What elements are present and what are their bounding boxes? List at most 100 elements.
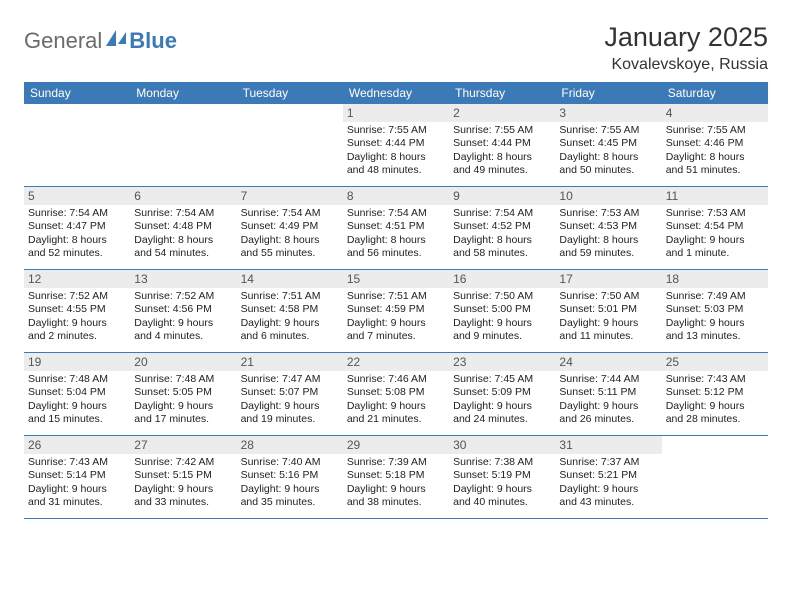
daylight-text: Daylight: 8 hours and 59 minutes. [559,234,657,261]
sunrise-text: Sunrise: 7:43 AM [666,373,764,386]
sunset-text: Sunset: 4:48 PM [134,220,232,233]
weekday-header: Monday [130,82,236,104]
sunrise-text: Sunrise: 7:38 AM [453,456,551,469]
day-number: 26 [24,436,130,454]
location-subtitle: Kovalevskoye, Russia [604,56,768,74]
sunrise-text: Sunrise: 7:47 AM [241,373,339,386]
daylight-text: Daylight: 8 hours and 49 minutes. [453,151,551,178]
daylight-text: Daylight: 8 hours and 48 minutes. [347,151,445,178]
sunrise-text: Sunrise: 7:55 AM [666,124,764,137]
day-number: 30 [449,436,555,454]
weekday-header: Thursday [449,82,555,104]
daylight-text: Daylight: 8 hours and 54 minutes. [134,234,232,261]
calendar-day-cell: 13 Sunrise: 7:52 AMSunset: 4:56 PMDayligh… [130,270,236,352]
calendar-day-cell: 11Sunrise: 7:53 AMSunset: 4:54 PMDayligh… [662,187,768,269]
sunset-text: Sunset: 5:03 PM [666,303,764,316]
day-number: 19 [24,353,130,371]
daylight-text: Daylight: 9 hours and 28 minutes. [666,400,764,427]
day-number: 8 [343,187,449,205]
day-number: 11 [662,187,768,205]
day-number: 15 [343,270,449,288]
daylight-text: Daylight: 9 hours and 2 minutes. [28,317,126,344]
sunset-text: Sunset: 5:21 PM [559,469,657,482]
calendar-day-cell: 7Sunrise: 7:54 AMSunset: 4:49 PMDaylight… [237,187,343,269]
calendar-day-cell: 5Sunrise: 7:54 AMSunset: 4:47 PMDaylight… [24,187,130,269]
weekday-header: Wednesday [343,82,449,104]
sunrise-text: Sunrise: 7:52 AM [134,290,232,303]
daylight-text: Daylight: 9 hours and 1 minute. [666,234,764,261]
sunrise-text: Sunrise: 7:49 AM [666,290,764,303]
sunset-text: Sunset: 4:46 PM [666,137,764,150]
daylight-text: Daylight: 9 hours and 21 minutes. [347,400,445,427]
day-number: 2 [449,104,555,122]
calendar-day-cell: 8Sunrise: 7:54 AMSunset: 4:51 PMDaylight… [343,187,449,269]
sunset-text: Sunset: 4:45 PM [559,137,657,150]
sunrise-text: Sunrise: 7:54 AM [453,207,551,220]
calendar-day-cell: 28Sunrise: 7:40 AMSunset: 5:16 PMDayligh… [237,436,343,518]
day-number: 10 [555,187,661,205]
logo-text-general: General [24,28,102,54]
sunset-text: Sunset: 5:14 PM [28,469,126,482]
month-title: January 2025 [604,22,768,53]
day-number: 22 [343,353,449,371]
daylight-text: Daylight: 9 hours and 24 minutes. [453,400,551,427]
calendar-day-cell: 3Sunrise: 7:55 AMSunset: 4:45 PMDaylight… [555,104,661,186]
day-number: 4 [662,104,768,122]
logo-text-blue: Blue [129,28,177,54]
weekday-header-row: Sunday Monday Tuesday Wednesday Thursday… [24,82,768,104]
calendar-day-cell: 29Sunrise: 7:39 AMSunset: 5:18 PMDayligh… [343,436,449,518]
sunrise-text: Sunrise: 7:46 AM [347,373,445,386]
sunrise-text: Sunrise: 7:52 AM [28,290,126,303]
day-number: 16 [449,270,555,288]
day-number: 25 [662,353,768,371]
daylight-text: Daylight: 9 hours and 38 minutes. [347,483,445,510]
calendar-day-cell: 4 Sunrise: 7:55 AMSunset: 4:46 PMDaylight… [662,104,768,186]
calendar-week-row: 26 Sunrise: 7:43 AMSunset: 5:14 PM Dayligh… [24,436,768,519]
day-number: 17 [555,270,661,288]
sunrise-text: Sunrise: 7:48 AM [134,373,232,386]
sunset-text: Sunset: 5:19 PM [453,469,551,482]
sunset-text: Sunset: 4:56 PM [134,303,232,316]
sunset-text: Sunset: 4:54 PM [666,220,764,233]
calendar-day-cell [662,436,768,518]
day-number: 9 [449,187,555,205]
sunrise-text: Sunrise: 7:55 AM [453,124,551,137]
day-number: 3 [555,104,661,122]
sunrise-text: Sunrise: 7:43 AM [28,456,126,469]
calendar-day-cell: 30Sunrise: 7:38 AMSunset: 5:19 PMDayligh… [449,436,555,518]
sunrise-text: Sunrise: 7:40 AM [241,456,339,469]
day-number: 12 [24,270,130,288]
sunrise-text: Sunrise: 7:51 AM [241,290,339,303]
daylight-text: Daylight: 9 hours and 26 minutes. [559,400,657,427]
sunset-text: Sunset: 4:44 PM [453,137,551,150]
title-block: January 2025 Kovalevskoye, Russia [604,22,768,74]
calendar-day-cell: 22Sunrise: 7:46 AMSunset: 5:08 PMDayligh… [343,353,449,435]
day-number: 6 [130,187,236,205]
calendar-day-cell: 14Sunrise: 7:51 AMSunset: 4:58 PMDayligh… [237,270,343,352]
daylight-text: Daylight: 9 hours and 35 minutes. [241,483,339,510]
sunrise-text: Sunrise: 7:50 AM [559,290,657,303]
sunset-text: Sunset: 5:07 PM [241,386,339,399]
calendar-day-cell [130,104,236,186]
daylight-text: Daylight: 8 hours and 51 minutes. [666,151,764,178]
sunrise-text: Sunrise: 7:44 AM [559,373,657,386]
sunrise-text: Sunrise: 7:42 AM [134,456,232,469]
sunset-text: Sunset: 4:47 PM [28,220,126,233]
daylight-text: Daylight: 8 hours and 50 minutes. [559,151,657,178]
calendar-day-cell: 15Sunrise: 7:51 AMSunset: 4:59 PMDayligh… [343,270,449,352]
calendar-day-cell: 26Sunrise: 7:43 AMSunset: 5:14 PMDayligh… [24,436,130,518]
daylight-text: Daylight: 9 hours and 43 minutes. [559,483,657,510]
daylight-text: Daylight: 9 hours and 4 minutes. [134,317,232,344]
sunset-text: Sunset: 4:44 PM [347,137,445,150]
day-number: 13 [130,270,236,288]
day-number: 5 [24,187,130,205]
sunrise-text: Sunrise: 7:54 AM [28,207,126,220]
daylight-text: Daylight: 8 hours and 55 minutes. [241,234,339,261]
sunrise-text: Sunrise: 7:51 AM [347,290,445,303]
calendar-day-cell: 18Sunrise: 7:49 AMSunset: 5:03 PMDayligh… [662,270,768,352]
calendar-day-cell [237,104,343,186]
weekday-header: Tuesday [237,82,343,104]
sunrise-text: Sunrise: 7:48 AM [28,373,126,386]
sunrise-text: Sunrise: 7:45 AM [453,373,551,386]
sunrise-text: Sunrise: 7:54 AM [241,207,339,220]
